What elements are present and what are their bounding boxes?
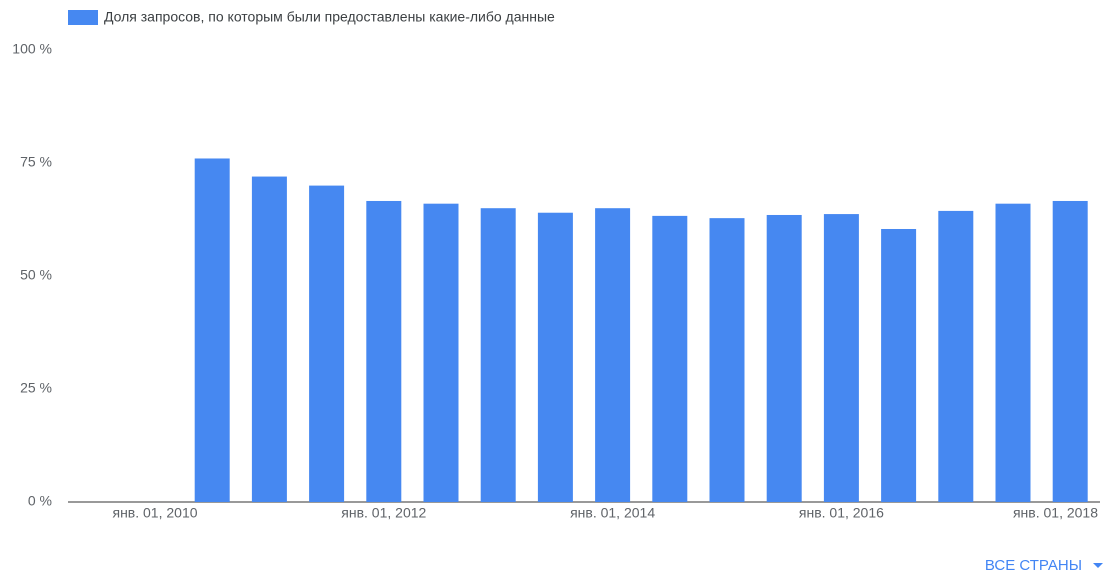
bar bbox=[309, 185, 345, 502]
bar bbox=[366, 200, 402, 502]
bar bbox=[194, 158, 230, 503]
x-tick-label: янв. 01, 2012 bbox=[341, 505, 426, 521]
bar bbox=[709, 218, 745, 503]
bar bbox=[995, 203, 1031, 502]
bar bbox=[823, 214, 859, 503]
y-tick-label: 100 % bbox=[12, 41, 52, 57]
bar bbox=[652, 215, 688, 502]
x-tick-label: янв. 01, 2014 bbox=[570, 505, 655, 521]
bar bbox=[480, 208, 516, 502]
bar bbox=[766, 214, 802, 503]
bar bbox=[1052, 200, 1088, 502]
bar bbox=[881, 228, 917, 502]
dropdown-arrow[interactable] bbox=[1093, 563, 1103, 568]
bar bbox=[595, 208, 631, 502]
filter-label[interactable]: ВСЕ СТРАНЫ bbox=[985, 557, 1082, 574]
y-tick-label: 0 % bbox=[28, 493, 52, 509]
bar bbox=[537, 212, 573, 502]
x-tick-label: янв. 01, 2016 bbox=[799, 505, 884, 521]
filter-dropdown[interactable]: ВСЕ СТРАНЫ bbox=[985, 557, 1103, 574]
x-tick-label: янв. 01, 2018 bbox=[1013, 505, 1098, 521]
bar bbox=[423, 203, 459, 502]
legend-swatch bbox=[68, 10, 98, 25]
y-tick-label: 50 % bbox=[20, 267, 52, 283]
y-tick-label: 25 % bbox=[20, 380, 52, 396]
y-tick-label: 75 % bbox=[20, 154, 52, 170]
legend-label: Доля запросов, по которым были предостав… bbox=[104, 9, 555, 25]
bar bbox=[251, 176, 287, 502]
bar bbox=[938, 210, 974, 503]
x-tick-label: янв. 01, 2010 bbox=[112, 505, 197, 521]
